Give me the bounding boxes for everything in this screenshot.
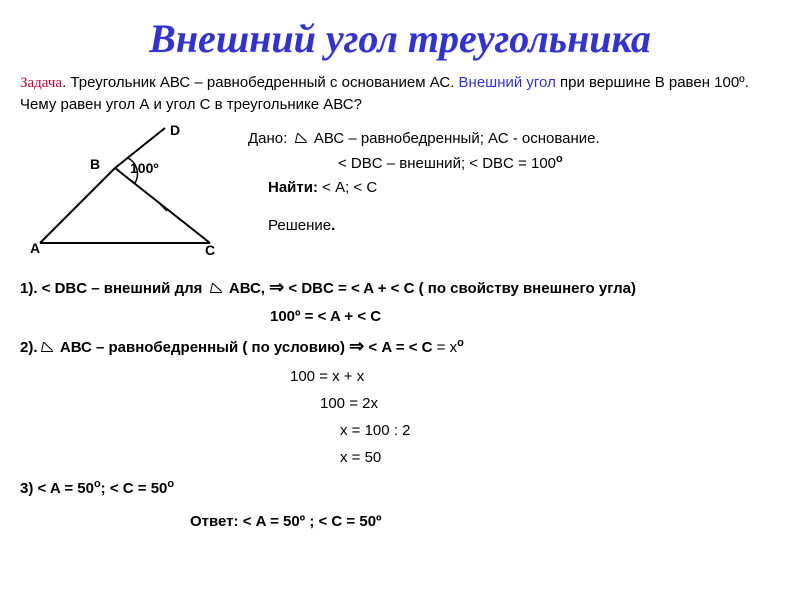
- triangle-icon: [210, 283, 224, 293]
- answer-text: < A = 50º ; < C = 50º: [243, 513, 382, 530]
- resh-label: Решение: [268, 217, 331, 234]
- ext-angle-label: Внешний угол: [459, 74, 556, 91]
- find-text: < A; < C: [322, 179, 377, 196]
- triangle-icon: [295, 133, 309, 143]
- find-label: Найти:: [268, 179, 318, 196]
- triangle-icon: [41, 342, 55, 352]
- vertex-c: C: [205, 242, 215, 258]
- answer-label: Ответ:: [190, 513, 243, 530]
- angle-100: 100º: [130, 160, 158, 176]
- page-title: Внешний угол треугольника: [20, 15, 780, 62]
- step3-sup2: о: [167, 478, 174, 490]
- step2-eq3: х = 100 : 2: [20, 417, 780, 444]
- step2-x: = х: [437, 339, 457, 356]
- given-line2: < DBC – внешний; < DBC = 100: [338, 155, 556, 172]
- vertex-a: A: [30, 240, 40, 256]
- step1-prefix: 1). < DBC – внешний для: [20, 280, 207, 297]
- step2-rest: < A = < C: [368, 339, 436, 356]
- step2-eq2: 100 = 2х: [20, 390, 780, 417]
- triangle-diagram: A B C D 100º: [20, 123, 230, 263]
- problem-statement: Задача. Треугольник АВС – равнобедренный…: [20, 72, 780, 115]
- given-block: Дано: АВС – равнобедренный; АС - основан…: [248, 123, 600, 238]
- given-l2-sup: о: [556, 153, 563, 165]
- step2-eq4: х = 50: [20, 444, 780, 471]
- given-line1: АВС – равнобедренный; АС - основание.: [314, 130, 600, 147]
- step3-mid: ; < С = 50: [101, 480, 168, 497]
- step1-rest: < DBC = < A + < C ( по свойству внешнего…: [288, 280, 636, 297]
- step2-mid: АВС – равнобедренный ( по условию): [60, 339, 349, 356]
- vertex-d: D: [170, 123, 180, 138]
- step3-line: 3) < A = 50: [20, 480, 94, 497]
- step1-mid: АВС,: [229, 280, 269, 297]
- step2-eq1: 100 = х + х: [20, 363, 780, 390]
- step3-sup1: о: [94, 478, 101, 490]
- step1-eq: 100º = < A + < C: [20, 303, 780, 330]
- vertex-b: B: [90, 156, 100, 172]
- problem-p1: . Треугольник АВС – равнобедренный с осн…: [62, 74, 458, 91]
- step2-xsup: о: [457, 337, 464, 349]
- step2-prefix: 2).: [20, 339, 42, 356]
- dano-label: Дано:: [248, 130, 287, 147]
- task-word: Задача: [20, 75, 62, 91]
- solution-block: 1). < DBC – внешний для АВС, ⇒ < DBC = <…: [20, 271, 780, 535]
